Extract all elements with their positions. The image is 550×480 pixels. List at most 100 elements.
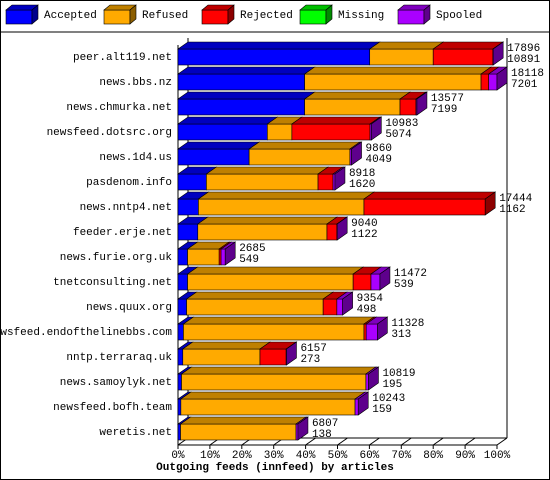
bar-side: [492, 41, 504, 66]
bar-segment: [267, 123, 293, 141]
row-label-accepted: 7201: [511, 79, 538, 91]
bar-segment: [480, 73, 490, 91]
bar-segment: [187, 273, 354, 291]
category-label: news.1d4.us: [99, 152, 172, 164]
bar-segment: [220, 248, 226, 266]
row-label-offered: 6807: [312, 418, 338, 430]
legend-swatch: [103, 9, 131, 25]
bar-segment: [248, 148, 351, 166]
category-label: nntp.terraraq.uk: [66, 352, 172, 364]
chart-title: Outgoing feeds (innfeed) by articles: [156, 462, 394, 474]
bar-segment: [177, 123, 268, 141]
bar-side: [496, 66, 508, 91]
bar-segment: [399, 98, 417, 116]
legend-label: Rejected: [240, 10, 293, 22]
bar-segment: [259, 348, 287, 366]
bar-segment: [182, 348, 261, 366]
bar-segment: [177, 148, 250, 166]
row-label-offered: 10819: [382, 368, 415, 380]
legend-swatch-side: [129, 4, 137, 25]
bar-side: [336, 216, 348, 241]
row-label-accepted: 138: [312, 429, 332, 441]
row-label-accepted: 1122: [351, 229, 377, 241]
x-tick-label: 40%: [296, 450, 316, 462]
bar-top: [182, 316, 375, 325]
legend-swatch: [5, 9, 33, 25]
category-label: tnetconsulting.net: [53, 277, 172, 289]
legend-label: Accepted: [44, 10, 97, 22]
category-label: news.chmurka.net: [66, 102, 172, 114]
bar-side: [357, 391, 369, 416]
category-label: news.furie.org.uk: [60, 252, 173, 264]
category-label: feeder.erje.net: [73, 227, 172, 239]
legend-swatch-side: [31, 4, 39, 25]
bar-segment: [365, 373, 369, 391]
category-label: news.bbs.nz: [99, 77, 172, 89]
x-tick-label: 60%: [359, 450, 379, 462]
bar-top: [363, 191, 497, 200]
bar-side: [379, 266, 391, 291]
floor-line: [401, 437, 412, 446]
category-label: weretis.net: [99, 427, 172, 439]
bar-segment: [177, 273, 188, 291]
row-label-offered: 9040: [351, 218, 377, 230]
bar-segment: [304, 98, 401, 116]
floor-line: [432, 437, 444, 446]
bar-segment: [177, 423, 181, 441]
row-label-offered: 9860: [366, 143, 392, 155]
floor-line: [464, 437, 476, 446]
category-label: news.nntp4.net: [80, 202, 172, 214]
bar-top: [180, 366, 377, 375]
category-label: newsfeed.dotsrc.org: [47, 127, 172, 139]
floor-line: [369, 437, 380, 446]
bar-side: [286, 341, 297, 366]
category-label: newsfeed.bofh.team: [53, 402, 172, 414]
bar-top: [368, 41, 445, 50]
category-label: news.quux.org: [86, 302, 172, 314]
bar-segment: [187, 248, 220, 266]
bar-segment: [183, 323, 365, 341]
bar-top: [177, 141, 261, 150]
bar-top: [177, 66, 316, 75]
bar-segment: [352, 273, 372, 291]
bar-segment: [186, 298, 324, 316]
bar-top: [197, 191, 375, 200]
row-label-accepted: 539: [394, 279, 414, 291]
x-tick-label: 50%: [328, 450, 348, 462]
bar-top: [179, 391, 366, 400]
x-tick-label: 0%: [171, 450, 185, 462]
x-tick-label: 100%: [484, 450, 511, 462]
legend-swatch: [201, 9, 229, 25]
bar-top: [181, 341, 271, 350]
row-label-accepted: 195: [382, 379, 402, 391]
bar-side: [342, 291, 353, 316]
bar-top: [303, 66, 493, 75]
bar-side: [351, 141, 362, 166]
x-tick-label: 20%: [232, 450, 252, 462]
bar-side: [224, 241, 236, 266]
category-label: newsfeed.endofthelinebbs.com: [0, 327, 172, 339]
legend-swatch-side: [423, 4, 431, 25]
row-label-accepted: 159: [372, 404, 392, 416]
bar-segment: [363, 198, 486, 216]
bar-segment: [177, 348, 184, 366]
legend-label: Spooled: [436, 10, 482, 22]
x-tick-label: 90%: [455, 450, 475, 462]
bar-segment: [177, 48, 371, 66]
bar-segment: [363, 323, 367, 341]
row-label-accepted: 273: [300, 354, 320, 366]
bar-top: [248, 141, 361, 150]
bar-side: [368, 366, 379, 391]
bar-segment: [177, 373, 182, 391]
x-tick-label: 30%: [264, 450, 284, 462]
row-label-offered: 17444: [499, 193, 532, 205]
row-label-offered: 2685: [239, 243, 265, 255]
bar-segment: [322, 298, 338, 316]
category-label: news.samoylyk.net: [60, 377, 172, 389]
bar-side: [334, 166, 346, 191]
legend-swatch: [397, 9, 425, 25]
row-label-offered: 17896: [507, 43, 540, 55]
row-label-accepted: 1162: [499, 204, 525, 216]
bar-segment: [488, 73, 498, 91]
bar-segment: [177, 98, 305, 116]
